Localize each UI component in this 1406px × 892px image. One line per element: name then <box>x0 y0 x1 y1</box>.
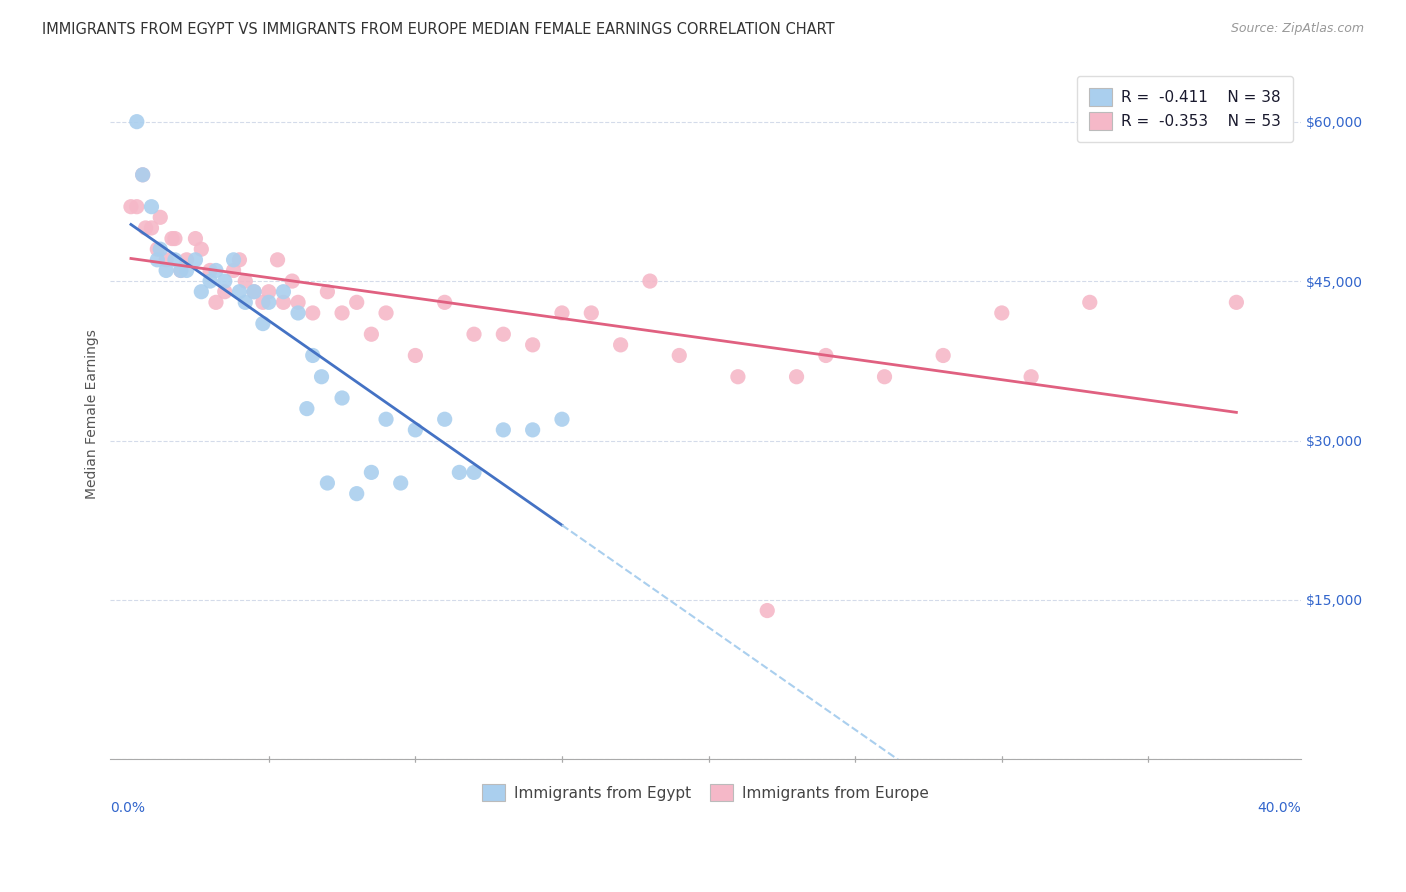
Point <box>581 306 603 320</box>
Point <box>176 252 198 267</box>
Point <box>492 327 515 342</box>
Point <box>146 252 169 267</box>
Point <box>233 274 256 288</box>
Point <box>198 274 221 288</box>
Point <box>252 295 274 310</box>
Point <box>243 285 266 299</box>
Point <box>266 252 288 267</box>
Point <box>330 391 353 405</box>
Point <box>638 274 661 288</box>
Point <box>609 338 631 352</box>
Point <box>190 285 212 299</box>
Point <box>932 349 955 363</box>
Point <box>198 263 221 277</box>
Point <box>205 295 228 310</box>
Point <box>873 369 896 384</box>
Point <box>273 295 295 310</box>
Point <box>125 114 148 128</box>
Point <box>727 369 749 384</box>
Point <box>155 252 177 267</box>
Point <box>551 412 574 426</box>
Point <box>301 349 323 363</box>
Text: Source: ZipAtlas.com: Source: ZipAtlas.com <box>1230 22 1364 36</box>
Point <box>184 231 207 245</box>
Point <box>1019 369 1042 384</box>
Point <box>257 295 280 310</box>
Point <box>404 423 426 437</box>
Point <box>316 285 339 299</box>
Point <box>214 285 236 299</box>
Y-axis label: Median Female Earnings: Median Female Earnings <box>86 329 100 499</box>
Text: 0.0%: 0.0% <box>111 801 145 814</box>
Point <box>311 369 333 384</box>
Point <box>360 327 382 342</box>
Point <box>316 475 339 490</box>
Point <box>330 306 353 320</box>
Point <box>146 242 169 256</box>
Point <box>404 349 426 363</box>
Point <box>222 252 245 267</box>
Point <box>243 285 266 299</box>
Point <box>149 242 172 256</box>
Point <box>214 274 236 288</box>
Point <box>287 306 309 320</box>
Point <box>786 369 808 384</box>
Text: 40.0%: 40.0% <box>1257 801 1301 814</box>
Point <box>551 306 574 320</box>
Point <box>205 263 228 277</box>
Point <box>184 252 207 267</box>
Point <box>295 401 318 416</box>
Point <box>149 211 172 225</box>
Point <box>287 295 309 310</box>
Point <box>1225 295 1247 310</box>
Point <box>375 412 398 426</box>
Point <box>125 200 148 214</box>
Point <box>233 295 256 310</box>
Point <box>163 231 186 245</box>
Point <box>433 295 456 310</box>
Point <box>131 168 153 182</box>
Point <box>389 475 412 490</box>
Point <box>141 221 163 235</box>
Point <box>522 423 544 437</box>
Point <box>492 423 515 437</box>
Point <box>257 285 280 299</box>
Point <box>120 200 142 214</box>
Point <box>170 263 193 277</box>
Point <box>163 252 186 267</box>
Point <box>301 306 323 320</box>
Point <box>756 603 779 617</box>
Point <box>273 285 295 299</box>
Point <box>170 263 193 277</box>
Point <box>135 221 157 235</box>
Point <box>190 242 212 256</box>
Point <box>668 349 690 363</box>
Point <box>281 274 304 288</box>
Point <box>375 306 398 320</box>
Point <box>176 263 198 277</box>
Point <box>463 466 485 480</box>
Point <box>252 317 274 331</box>
Point <box>991 306 1014 320</box>
Legend: Immigrants from Egypt, Immigrants from Europe: Immigrants from Egypt, Immigrants from E… <box>474 774 938 811</box>
Point <box>814 349 837 363</box>
Point <box>522 338 544 352</box>
Point <box>131 168 153 182</box>
Point <box>360 466 382 480</box>
Point <box>346 486 368 500</box>
Point <box>228 252 250 267</box>
Point <box>155 263 177 277</box>
Point <box>1078 295 1101 310</box>
Point <box>346 295 368 310</box>
Point <box>141 200 163 214</box>
Point <box>449 466 471 480</box>
Point <box>222 263 245 277</box>
Point <box>228 285 250 299</box>
Point <box>433 412 456 426</box>
Text: IMMIGRANTS FROM EGYPT VS IMMIGRANTS FROM EUROPE MEDIAN FEMALE EARNINGS CORRELATI: IMMIGRANTS FROM EGYPT VS IMMIGRANTS FROM… <box>42 22 835 37</box>
Point <box>463 327 485 342</box>
Point <box>160 231 183 245</box>
